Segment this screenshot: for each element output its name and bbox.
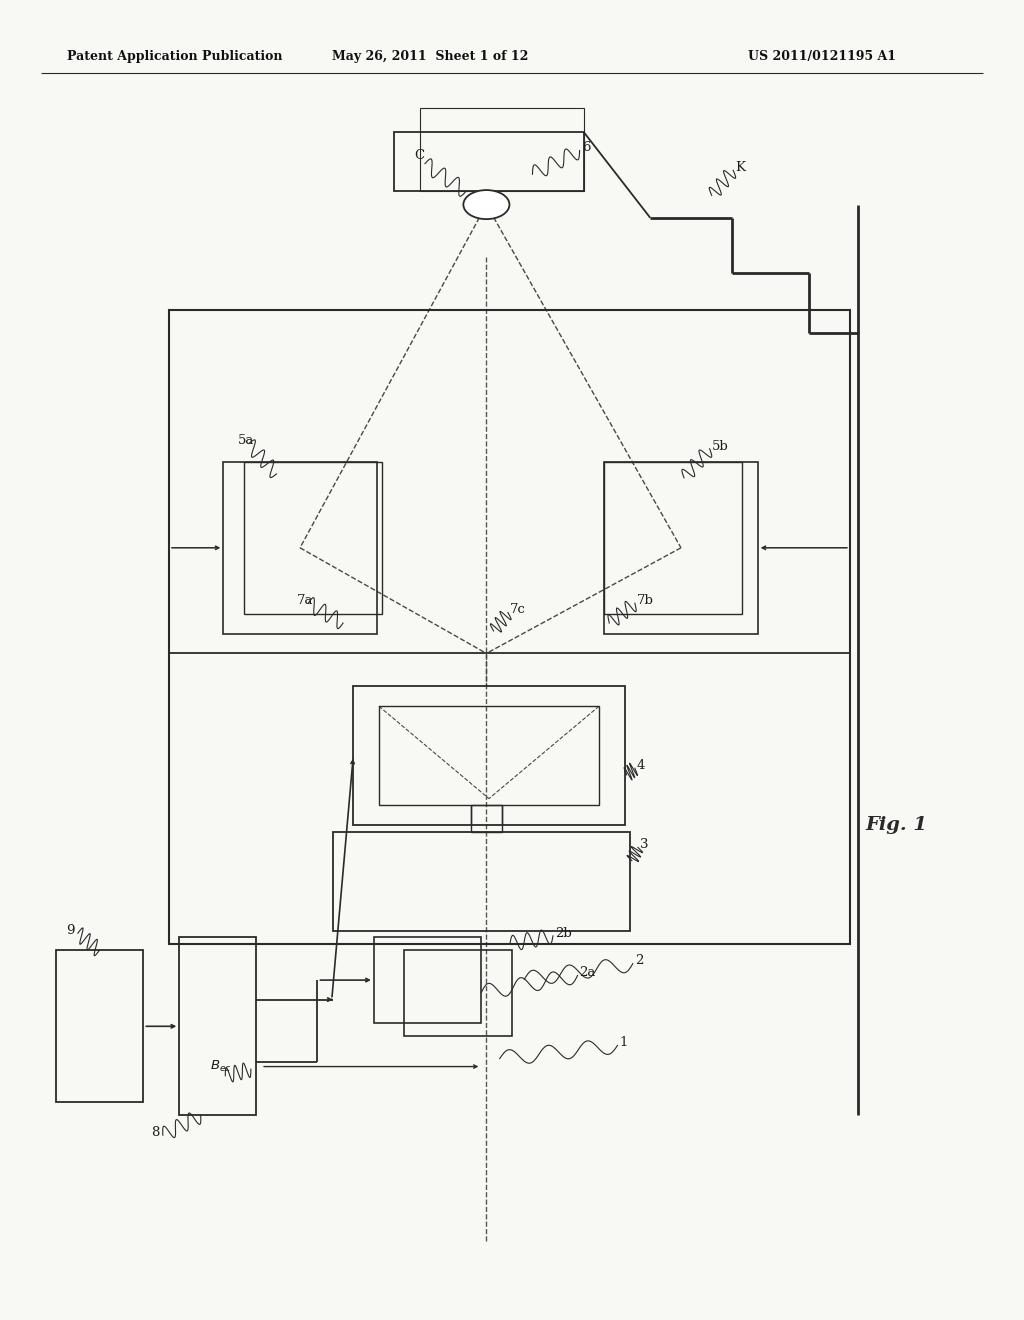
Text: 4: 4 bbox=[637, 759, 645, 772]
Text: 7a: 7a bbox=[297, 594, 313, 607]
Text: 2b: 2b bbox=[555, 927, 571, 940]
Text: $B_{ec}$: $B_{ec}$ bbox=[210, 1059, 231, 1074]
Bar bbox=[374, 937, 481, 1023]
Bar bbox=[394, 132, 584, 191]
Bar bbox=[471, 805, 502, 832]
Text: 7c: 7c bbox=[510, 603, 526, 616]
Text: 2a: 2a bbox=[580, 966, 596, 979]
Bar bbox=[223, 462, 377, 634]
Text: K: K bbox=[735, 161, 745, 174]
Bar bbox=[379, 706, 599, 805]
Bar bbox=[353, 686, 625, 825]
Ellipse shape bbox=[463, 190, 510, 219]
Bar bbox=[56, 950, 143, 1102]
Text: 7b: 7b bbox=[637, 594, 653, 607]
Bar bbox=[604, 462, 758, 634]
Bar bbox=[420, 108, 584, 191]
Bar bbox=[179, 937, 256, 1115]
Text: 8: 8 bbox=[152, 1126, 160, 1139]
Text: Patent Application Publication: Patent Application Publication bbox=[67, 50, 282, 63]
Text: Fig. 1: Fig. 1 bbox=[865, 816, 928, 834]
Text: 9: 9 bbox=[67, 924, 75, 937]
Bar bbox=[169, 310, 850, 944]
Text: 5a: 5a bbox=[238, 434, 254, 447]
Text: 3: 3 bbox=[640, 838, 648, 851]
Bar bbox=[333, 832, 630, 931]
Bar bbox=[244, 462, 382, 614]
Text: C: C bbox=[415, 149, 425, 162]
Text: US 2011/0121195 A1: US 2011/0121195 A1 bbox=[748, 50, 896, 63]
Text: 2: 2 bbox=[635, 954, 643, 968]
Text: 5b: 5b bbox=[712, 440, 728, 453]
Bar bbox=[604, 462, 742, 614]
Text: May 26, 2011  Sheet 1 of 12: May 26, 2011 Sheet 1 of 12 bbox=[332, 50, 528, 63]
Text: 1: 1 bbox=[620, 1036, 628, 1049]
Bar bbox=[404, 950, 512, 1036]
Text: 6: 6 bbox=[582, 141, 590, 154]
